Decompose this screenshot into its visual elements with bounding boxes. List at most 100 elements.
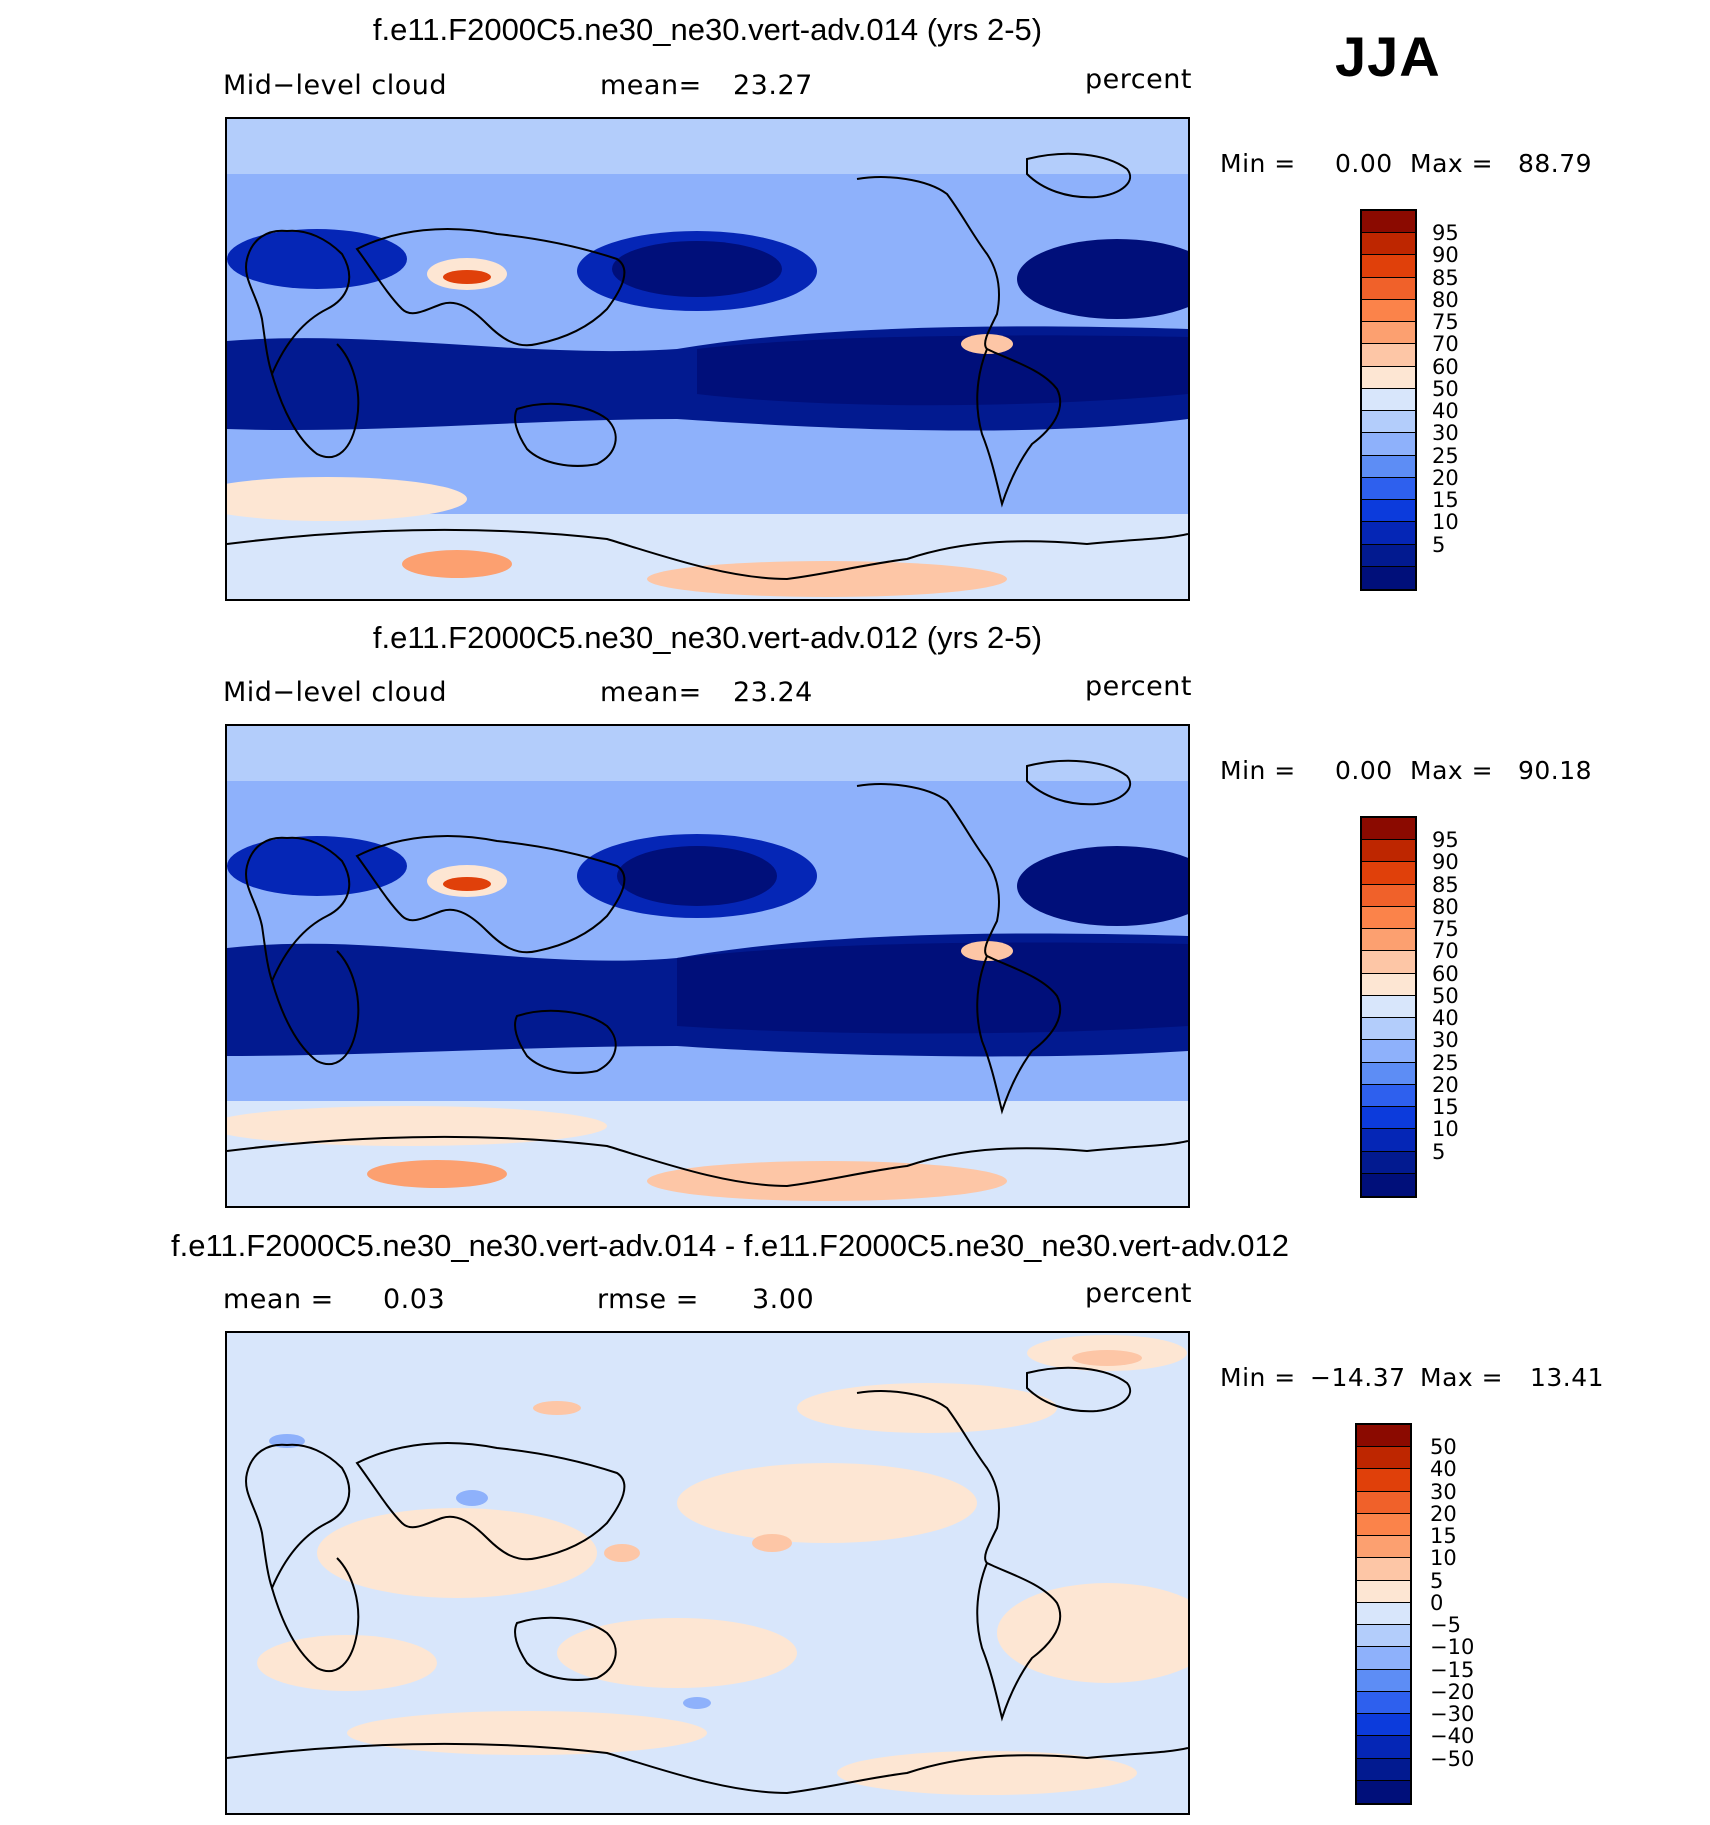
panel-2-mean-value: 23.24: [733, 677, 813, 708]
panel-2-colorbar-labels: 95 90 85 80 75 70 60 50 40 30 25 20 15 10 5: [1432, 816, 1492, 1198]
colorbar-tick-label: 90: [1432, 850, 1459, 875]
panel-2-north-pacific-core: [617, 846, 777, 906]
colorbar-box: [1362, 1040, 1415, 1063]
colorbar-tick-label: 90: [1432, 243, 1459, 268]
panel-3-min-value: −14.37: [1310, 1363, 1406, 1392]
colorbar-tick-label: 0: [1430, 1590, 1444, 1615]
colorbar-box: [1357, 1602, 1410, 1626]
colorbar-box: [1362, 906, 1415, 930]
panel-2-europe-low: [227, 836, 407, 896]
colorbar-box: [1362, 433, 1415, 456]
colorbar-box: [1362, 862, 1415, 885]
panel-2-min-value: 0.00: [1335, 756, 1393, 785]
panel-1-title: f.e11.F2000C5.ne30_ne30.vert-adv.014 (yr…: [372, 12, 1043, 47]
colorbar-box: [1362, 995, 1415, 1019]
season-label: JJA: [1335, 25, 1441, 88]
panel-2-title: f.e11.F2000C5.ne30_ne30.vert-adv.012 (yr…: [372, 620, 1043, 655]
panel-1-central-america-cloud: [961, 334, 1013, 354]
colorbar-tick-label: 15: [1432, 1095, 1459, 1120]
panel-2-arctic-field: [227, 726, 1188, 781]
panel-3-strong-positive-anomalies: [533, 1350, 1142, 1562]
colorbar-box: [1362, 344, 1415, 367]
colorbar-tick-label: 40: [1430, 1457, 1457, 1482]
colorbar-box: [1362, 211, 1415, 234]
colorbar-box: [1357, 1491, 1410, 1514]
colorbar-box: [1362, 1062, 1415, 1085]
colorbar-box: [1357, 1691, 1410, 1715]
colorbar-box: [1357, 1447, 1410, 1470]
colorbar-tick-label: 85: [1432, 265, 1459, 290]
colorbar-tick-label: 5: [1432, 1139, 1446, 1164]
panel-2-tropical-core: [677, 942, 1188, 1034]
panel-3-colorbar: [1355, 1423, 1412, 1805]
colorbar-box: [1362, 1151, 1415, 1174]
panel-1-colorbar-labels: 95 90 85 80 75 70 60 50 40 30 25 20 15 10 5: [1432, 209, 1492, 591]
colorbar-tick-label: 85: [1432, 872, 1459, 897]
panel-1-units: percent: [1085, 64, 1192, 95]
colorbar-box: [1357, 1580, 1410, 1603]
colorbar-box: [1362, 233, 1415, 256]
colorbar-box: [1362, 477, 1415, 501]
colorbar-box: [1362, 500, 1415, 523]
colorbar-box: [1357, 1513, 1410, 1537]
colorbar-box: [1357, 1780, 1410, 1803]
colorbar-tick-label: 25: [1432, 443, 1459, 468]
colorbar-box: [1362, 388, 1415, 412]
panel-3-min-label: Min =: [1220, 1363, 1296, 1392]
panel-3-units: percent: [1085, 1278, 1192, 1309]
colorbar-box: [1362, 973, 1415, 996]
colorbar-tick-label: 10: [1432, 1117, 1459, 1142]
colorbar-box: [1357, 1758, 1410, 1781]
colorbar-tick-label: 20: [1430, 1501, 1457, 1526]
panel-2-antarctic-peak: [367, 1160, 507, 1188]
colorbar-tick-label: 40: [1432, 399, 1459, 424]
colorbar-tick-label: 5: [1432, 532, 1446, 557]
colorbar-tick-label: 5: [1430, 1568, 1444, 1593]
panel-1-map-svg: [227, 119, 1188, 599]
colorbar-tick-label: 60: [1432, 354, 1459, 379]
colorbar-tick-label: 75: [1432, 310, 1459, 335]
colorbar-tick-label: 25: [1432, 1050, 1459, 1075]
colorbar-tick-label: 95: [1432, 221, 1459, 246]
colorbar-tick-label: 50: [1432, 376, 1459, 401]
panel-2-variable-label: Mid−level cloud: [223, 677, 447, 708]
panel-1-europe-low: [227, 229, 407, 289]
panel-1-south-cloud-band: [227, 477, 467, 521]
panel-2-north-atlantic-low: [1017, 846, 1188, 926]
colorbar-box: [1362, 929, 1415, 952]
panel-3-mean-label: mean =: [223, 1284, 334, 1315]
panel-2-map-svg: [227, 726, 1188, 1206]
panel-1-antarctic-peak: [402, 550, 512, 578]
colorbar-box: [1362, 1018, 1415, 1041]
colorbar-box: [1357, 1469, 1410, 1492]
panel-3-max-label: Max =: [1420, 1363, 1504, 1392]
panel-2-max-value: 90.18: [1518, 756, 1593, 785]
colorbar-box: [1357, 1625, 1410, 1648]
panel-1-max-value: 88.79: [1518, 149, 1593, 178]
colorbar-box: [1362, 544, 1415, 567]
panel-1-map: [225, 117, 1190, 601]
colorbar-box: [1362, 322, 1415, 345]
panel-2-max-label: Max =: [1410, 756, 1494, 785]
colorbar-tick-label: 95: [1432, 828, 1459, 853]
panel-1-min-label: Min =: [1220, 149, 1296, 178]
panel-2-coastlines: [227, 759, 1188, 1188]
colorbar-tick-label: 60: [1432, 961, 1459, 986]
panel-2-units: percent: [1085, 671, 1192, 702]
colorbar-tick-label: 10: [1430, 1546, 1457, 1571]
panel-1-north-atlantic-low: [1017, 239, 1188, 319]
colorbar-tick-label: 10: [1432, 510, 1459, 535]
panel-2-min-label: Min =: [1220, 756, 1296, 785]
colorbar-box: [1357, 1647, 1410, 1670]
colorbar-tick-label: 30: [1432, 421, 1459, 446]
colorbar-box: [1362, 1084, 1415, 1108]
colorbar-tick-label: 30: [1430, 1479, 1457, 1504]
colorbar-tick-label: 40: [1432, 1006, 1459, 1031]
colorbar-tick-label: −5: [1430, 1613, 1461, 1638]
panel-1-arctic-field: [227, 119, 1188, 174]
colorbar-tick-label: −20: [1430, 1679, 1475, 1704]
colorbar-box: [1362, 1107, 1415, 1130]
colorbar-box: [1362, 255, 1415, 278]
panel-2-colorbar: [1360, 816, 1417, 1198]
colorbar-tick-label: −10: [1430, 1635, 1475, 1660]
